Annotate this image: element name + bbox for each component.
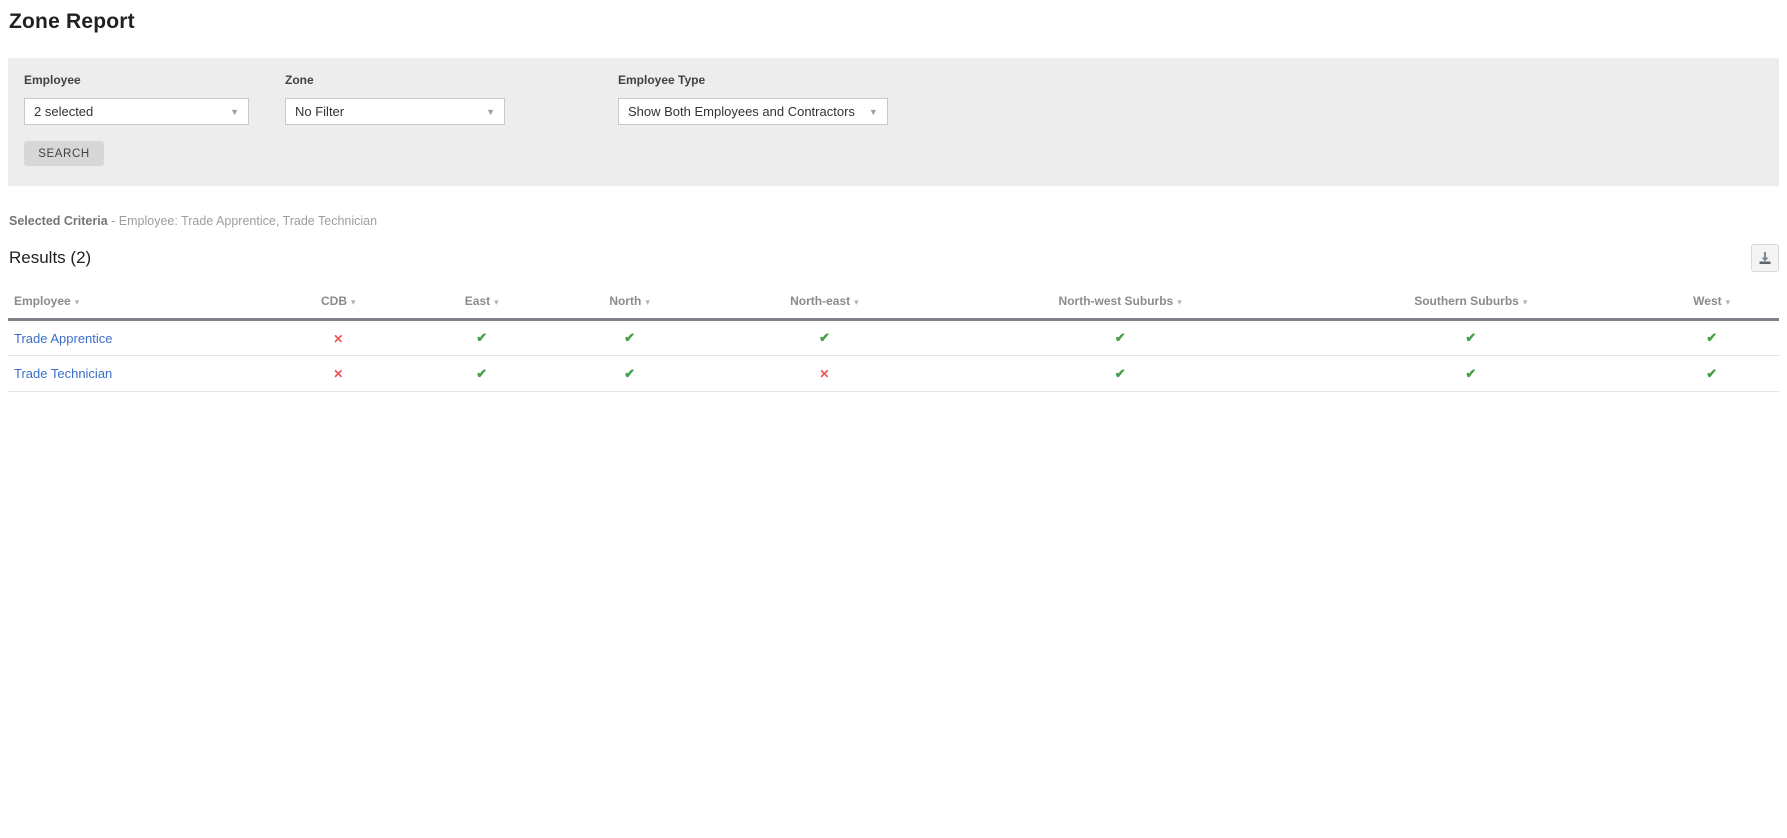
zone-filter: Zone No Filter ▼ xyxy=(285,73,505,125)
zone-report-page: Zone Report Employee 2 selected ▼ Zone N… xyxy=(0,0,1787,392)
employee-select-value: 2 selected xyxy=(34,104,94,119)
selected-criteria: Selected Criteria - Employee: Trade Appr… xyxy=(8,214,1779,228)
employee-filter: Employee 2 selected ▼ xyxy=(24,73,249,125)
check-icon: ✔ xyxy=(624,330,636,345)
check-icon: ✔ xyxy=(1706,365,1718,381)
check-icon: ✔ xyxy=(1114,330,1126,345)
zone-select-value: No Filter xyxy=(295,104,345,119)
chevron-down-icon: ▼ xyxy=(230,106,239,117)
cross-icon: ✕ xyxy=(333,331,344,346)
selected-criteria-label: Selected Criteria xyxy=(9,214,108,228)
check-icon: ✔ xyxy=(476,330,488,345)
check-icon: ✔ xyxy=(624,365,636,381)
check-icon: ✔ xyxy=(476,365,488,381)
column-header-employee[interactable]: Employee ▾ xyxy=(8,286,267,320)
chevron-down-icon: ▼ xyxy=(868,106,878,117)
table-row: Trade Technician ✕ ✔ ✔ ✕ ✔ ✔ ✔ xyxy=(8,356,1779,392)
employee-select[interactable]: 2 selected ▼ xyxy=(24,98,249,125)
column-label: North xyxy=(609,294,642,308)
column-label: North-west Suburbs xyxy=(1058,294,1174,308)
column-header-cdb[interactable]: CDB ▾ xyxy=(267,286,410,320)
employee-filter-label: Employee xyxy=(24,73,81,87)
zone-select[interactable]: No Filter ▼ xyxy=(285,98,505,125)
column-header-west[interactable]: West ▾ xyxy=(1644,286,1779,320)
check-icon: ✔ xyxy=(1114,365,1126,381)
column-label: North-east xyxy=(790,294,851,308)
sort-arrow-icon: ▾ xyxy=(74,297,80,307)
column-label: Southern Suburbs xyxy=(1414,294,1519,308)
column-header-north-east[interactable]: North-east ▾ xyxy=(706,286,943,320)
sort-arrow-icon: ▾ xyxy=(351,297,356,307)
table-row: Trade Apprentice ✕ ✔ ✔ ✔ ✔ ✔ ✔ xyxy=(8,320,1779,356)
search-button[interactable]: SEARCH xyxy=(24,141,104,166)
sort-arrow-icon: ▾ xyxy=(1725,297,1731,307)
column-header-southern-suburbs[interactable]: Southern Suburbs ▾ xyxy=(1297,286,1644,320)
employee-type-filter-label: Employee Type xyxy=(618,73,706,87)
check-icon: ✔ xyxy=(1706,330,1718,345)
page-title: Zone Report xyxy=(9,10,135,33)
chevron-down-icon: ▼ xyxy=(486,106,495,117)
employee-link[interactable]: Trade Apprentice xyxy=(14,330,113,346)
check-icon: ✔ xyxy=(1465,330,1477,345)
results-title: Results (2) xyxy=(9,248,92,267)
table-header: Employee ▾ CDB ▾ East ▾ North ▾ North-east ▾ North… xyxy=(8,286,1779,320)
column-label: West xyxy=(1693,294,1722,308)
zone-results-table: Employee ▾ CDB ▾ East ▾ North ▾ North-east ▾ North… xyxy=(8,286,1779,392)
employee-link[interactable]: Trade Technician xyxy=(14,366,113,381)
check-icon: ✔ xyxy=(818,330,830,345)
sort-arrow-icon: ▾ xyxy=(1177,297,1182,307)
download-button[interactable] xyxy=(1751,244,1779,272)
cross-icon: ✕ xyxy=(819,367,830,381)
sort-arrow-icon: ▾ xyxy=(494,297,499,307)
check-icon: ✔ xyxy=(1465,365,1477,381)
zone-filter-label: Zone xyxy=(285,73,314,87)
employee-type-select[interactable]: Show Both Employees and Contractors ▼ xyxy=(618,98,888,125)
download-icon xyxy=(1759,252,1771,264)
cross-icon: ✕ xyxy=(333,367,344,381)
employee-type-select-value: Show Both Employees and Contractors xyxy=(628,104,855,119)
column-label: Employee xyxy=(14,294,71,308)
column-header-east[interactable]: East ▾ xyxy=(410,286,553,320)
column-header-north-west-suburbs[interactable]: North-west Suburbs ▾ xyxy=(943,286,1297,320)
sort-arrow-icon: ▾ xyxy=(1522,297,1528,307)
results-bar: Results (2) xyxy=(8,244,1779,272)
column-label: East xyxy=(464,294,491,308)
employee-type-filter: Employee Type Show Both Employees and Co… xyxy=(618,73,888,125)
column-header-north[interactable]: North ▾ xyxy=(553,286,705,320)
selected-criteria-text: - Employee: Trade Apprentice, Trade Tech… xyxy=(111,214,378,228)
sort-arrow-icon: ▾ xyxy=(645,297,650,307)
filter-panel: Employee 2 selected ▼ Zone No Filter ▼ E… xyxy=(8,58,1779,186)
column-label: CDB xyxy=(321,294,348,308)
sort-arrow-icon: ▾ xyxy=(854,297,859,307)
